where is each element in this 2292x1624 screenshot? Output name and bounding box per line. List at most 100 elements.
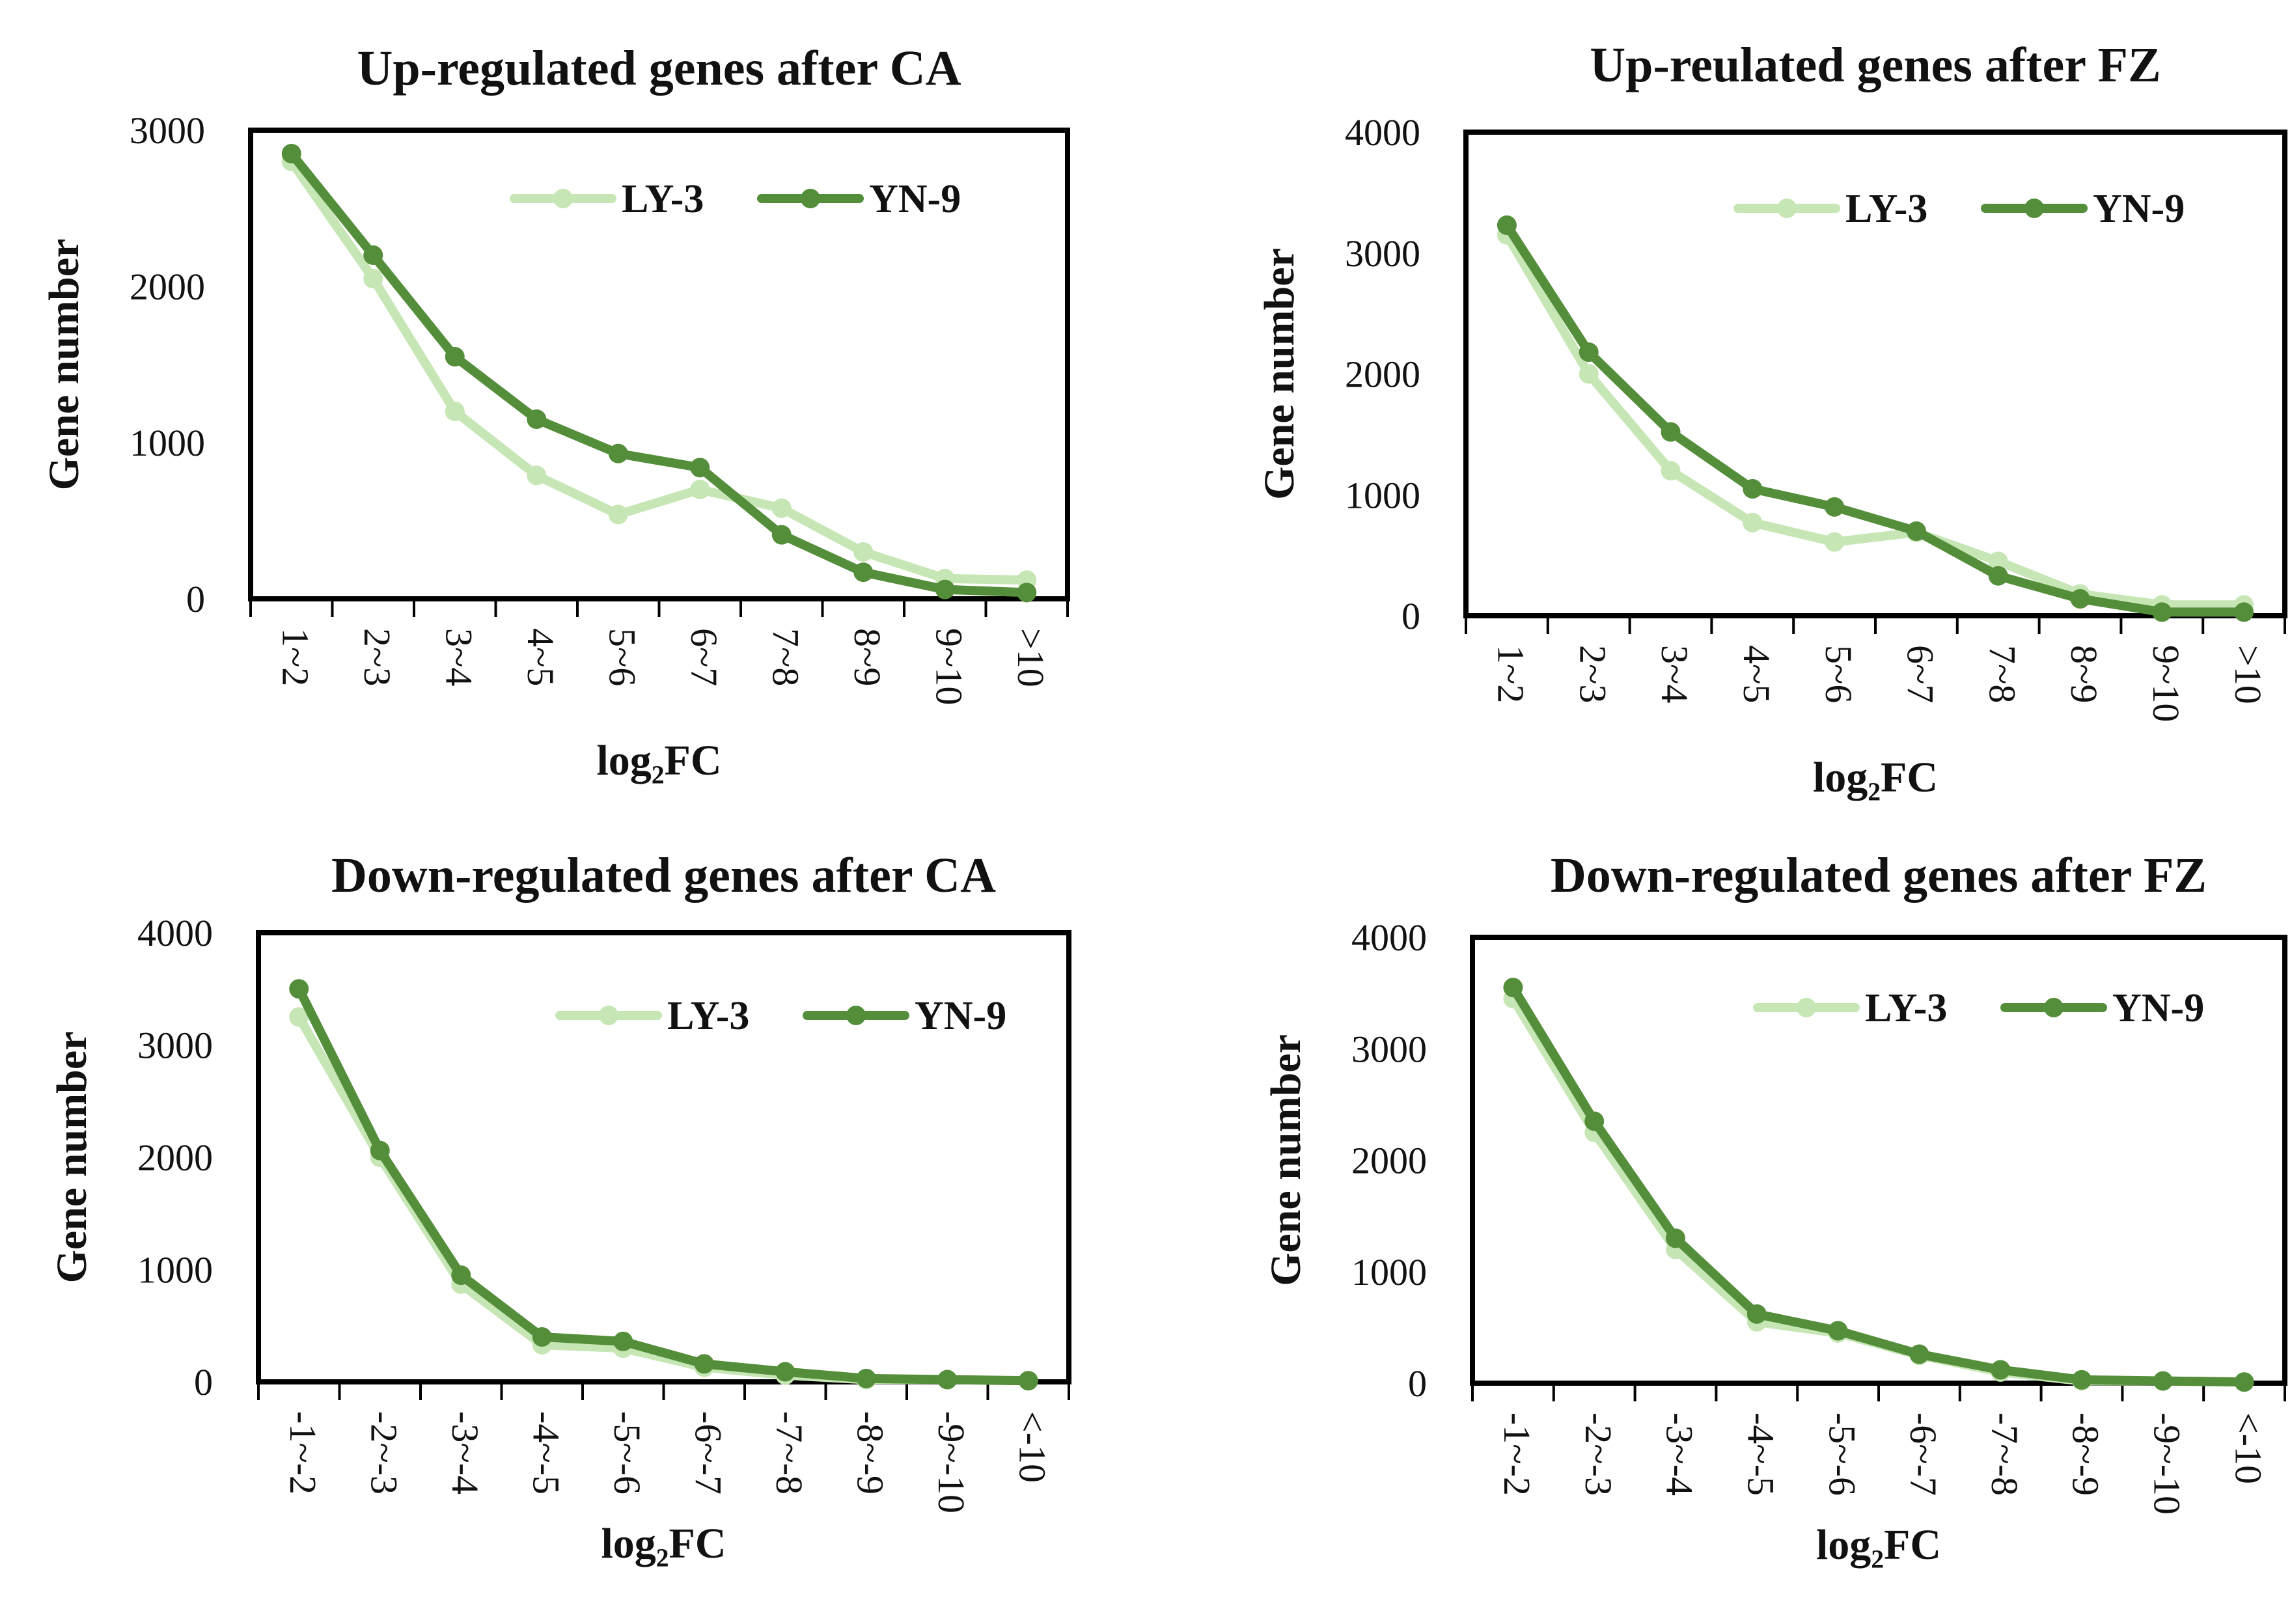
data-point-yn-9: [613, 1331, 633, 1351]
legend-label-ly-3: LY-3: [1845, 187, 1927, 231]
x-tick-label: 7~8: [1981, 645, 2023, 703]
data-point-ly-3: [527, 465, 547, 486]
data-point-yn-9: [527, 409, 547, 429]
x-tick-label: 2~3: [1571, 645, 1614, 703]
x-tick-label: -8~-9: [849, 1411, 891, 1494]
legend-label-ly-3: LY-3: [622, 177, 704, 221]
data-point-yn-9: [1584, 1111, 1605, 1131]
y-axis-title: Gene number: [40, 239, 88, 491]
y-tick-label: 4000: [1351, 916, 1427, 959]
x-tick-label: -6~-7: [687, 1411, 729, 1494]
x-tick-label: <-10: [1011, 1411, 1053, 1483]
x-tick-label: -6~-7: [1902, 1412, 1944, 1496]
x-tick-label: 5~6: [1817, 645, 1860, 703]
y-tick-label: 3000: [130, 109, 205, 152]
data-point-yn-9: [1828, 1321, 1848, 1341]
x-tick-label: 1~2: [1490, 645, 1532, 703]
y-tick-label: 2000: [137, 1136, 213, 1179]
x-tick-label: 9~10: [928, 628, 970, 705]
chart-title: Up-reulated genes after FZ: [1590, 38, 2161, 92]
x-tick-label: -2~-3: [363, 1411, 405, 1494]
data-point-yn-9: [2072, 1369, 2092, 1390]
legend: LY-3 YN-9: [555, 994, 1006, 1038]
x-axis-title: log₂FC: [601, 1520, 726, 1567]
x-axis-title: log₂FC: [1813, 754, 1938, 801]
data-point-ly-3: [771, 498, 792, 518]
y-tick-label: 1000: [137, 1249, 213, 1291]
x-tick-label: 3~4: [1653, 645, 1696, 703]
legend-marker-yn-9: [2024, 199, 2044, 218]
x-tick-label: 8~9: [846, 628, 889, 686]
x-tick-label: 6~7: [683, 628, 725, 686]
data-point-yn-9: [2153, 1371, 2173, 1391]
x-tick-label: 1~2: [274, 628, 316, 686]
x-tick-label: -9~-10: [2146, 1412, 2188, 1515]
x-tick-label: 4~5: [1735, 645, 1778, 703]
y-tick-label: 3000: [137, 1025, 213, 1067]
data-point-ly-3: [363, 269, 383, 288]
x-tick-label: 5~6: [601, 628, 643, 686]
data-point-yn-9: [1991, 1360, 2011, 1380]
legend-marker-ly-3: [599, 1006, 618, 1025]
data-point-yn-9: [1909, 1344, 1929, 1364]
legend-marker-ly-3: [1797, 998, 1816, 1017]
x-tick-label: -7~-8: [1983, 1412, 2026, 1496]
x-tick-label: >10: [2227, 645, 2269, 704]
y-tick-label: 1000: [130, 422, 205, 464]
data-point-yn-9: [1666, 1228, 1685, 1248]
data-point-ly-3: [1988, 551, 2008, 571]
chart-panel-1: Up-regulated genes after CA 0 1000 2000 3000…: [40, 41, 1070, 784]
data-point-yn-9: [1988, 566, 2008, 586]
data-point-yn-9: [370, 1140, 390, 1161]
data-point-yn-9: [1747, 1304, 1767, 1324]
data-point-yn-9: [363, 245, 383, 265]
data-point-yn-9: [1743, 478, 1763, 499]
chart-title: Down-regulated genes after CA: [331, 848, 996, 903]
legend-label-ly-3: LY-3: [1865, 986, 1947, 1030]
data-point-yn-9: [1825, 497, 1845, 517]
y-tick-label: 3000: [1345, 232, 1420, 275]
legend-marker-ly-3: [553, 189, 573, 208]
data-point-yn-9: [2152, 602, 2172, 622]
data-point-ly-3: [1661, 461, 1681, 481]
data-point-yn-9: [289, 979, 309, 999]
y-axis-title: Gene number: [1262, 1034, 1310, 1286]
legend-label-ly-3: LY-3: [667, 994, 749, 1038]
data-point-yn-9: [1906, 521, 1926, 541]
data-point-yn-9: [690, 458, 710, 478]
y-tick-label: 0: [1401, 595, 1420, 637]
x-tick-label: -4~-5: [525, 1411, 567, 1494]
y-tick-label: 1000: [1351, 1251, 1427, 1293]
data-point-yn-9: [935, 579, 955, 599]
x-tick-label: -4~-5: [1739, 1412, 1782, 1496]
data-point-ly-3: [1743, 512, 1763, 532]
y-tick-label: 0: [194, 1361, 213, 1403]
data-point-yn-9: [856, 1368, 876, 1388]
data-point-yn-9: [1017, 583, 1037, 603]
x-tick-label: -9~-10: [930, 1411, 973, 1513]
data-point-yn-9: [2234, 602, 2254, 622]
x-tick-label: -5~-6: [1821, 1412, 1863, 1496]
legend: LY-3 YN-9: [1733, 187, 2185, 231]
x-tick-label: -3~-4: [1659, 1412, 1701, 1496]
x-tick-label: -1~-2: [282, 1411, 324, 1494]
legend: LY-3 YN-9: [1753, 986, 2204, 1030]
x-tick-label: <-10: [2227, 1412, 2269, 1484]
y-tick-label: 2000: [1351, 1140, 1427, 1182]
data-point-yn-9: [451, 1265, 471, 1286]
y-axis-title: Gene number: [48, 1032, 96, 1284]
data-point-yn-9: [937, 1369, 958, 1390]
chart-title: Down-regulated genes after FZ: [1551, 848, 2207, 903]
data-point-ly-3: [853, 542, 874, 562]
y-tick-label: 2000: [130, 266, 205, 308]
legend-marker-yn-9: [846, 1006, 866, 1025]
data-point-ly-3: [1579, 364, 1599, 384]
legend-marker-ly-3: [1777, 199, 1797, 218]
data-point-yn-9: [532, 1327, 552, 1347]
x-tick-label: 4~5: [519, 628, 562, 686]
x-tick-label: -1~-2: [1496, 1412, 1538, 1496]
legend-marker-yn-9: [801, 189, 820, 208]
data-point-yn-9: [771, 525, 792, 545]
x-tick-label: 7~8: [764, 628, 807, 686]
y-tick-label: 2000: [1345, 353, 1420, 396]
